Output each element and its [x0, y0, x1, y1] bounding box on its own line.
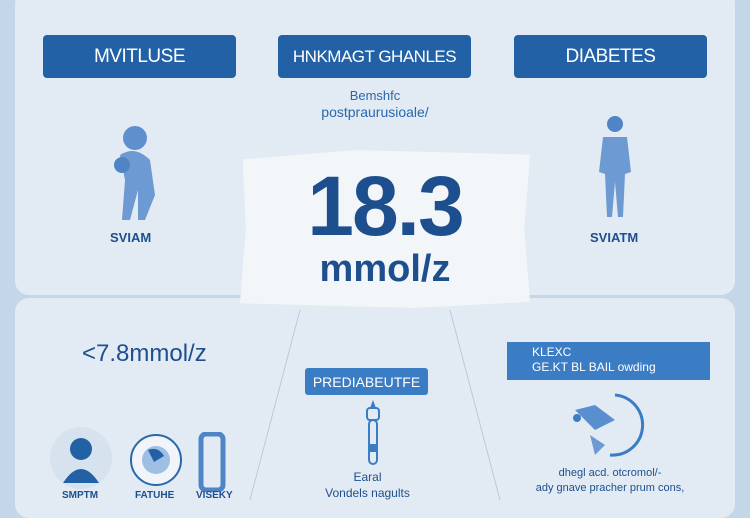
icon-label-visual: VISEKY: [196, 490, 233, 501]
person-right-icon: [599, 116, 631, 217]
connector-lines: [249, 309, 501, 500]
right-caption-line2: ady gnave pracher prum cons,: [535, 482, 685, 494]
person-left-icon: [114, 126, 155, 220]
subtitle-line1: Bemshfc: [349, 88, 401, 103]
header-button-3[interactable]: DIABETES: [514, 35, 707, 78]
right-caption-line1: dhegl acd. otcromol/-: [558, 467, 662, 479]
target-value: <7.8mmol/z: [82, 340, 207, 367]
right-figure-label: SVIATM: [590, 230, 639, 245]
reading-card: [240, 150, 530, 308]
right-box-line2: GE.KT BL BAIL owding: [532, 360, 656, 374]
device-icon: [198, 432, 226, 492]
body-pose-icon: [573, 393, 645, 457]
subtitle-line2: postpraurusioale/: [321, 104, 429, 120]
right-info-box: KLEXC GE.KT BL BAIL owding: [507, 342, 710, 380]
prediabetes-badge: PREDIABEUTFE: [305, 368, 428, 395]
person-avatar-icon: [50, 427, 112, 489]
header-button-2[interactable]: HNKMAGT GHANLES: [278, 35, 471, 78]
header-button-1[interactable]: MVITLUSE: [43, 35, 236, 78]
reading-unit: mmol/z: [319, 248, 451, 290]
prediabetes-caption-line1: Earal: [353, 470, 382, 484]
left-figure-label: SVIAM: [110, 230, 152, 245]
icon-label-fatigue: FATUHE: [135, 490, 175, 501]
test-tube-icon: [366, 400, 380, 465]
prediabetes-caption-line2: Vondels nagults: [325, 486, 410, 500]
fatigue-icon: [130, 434, 182, 486]
right-box-line1: KLEXC: [532, 345, 572, 359]
reading-value: 18.3: [307, 159, 465, 253]
icon-label-symptom: SMPTM: [62, 490, 99, 501]
